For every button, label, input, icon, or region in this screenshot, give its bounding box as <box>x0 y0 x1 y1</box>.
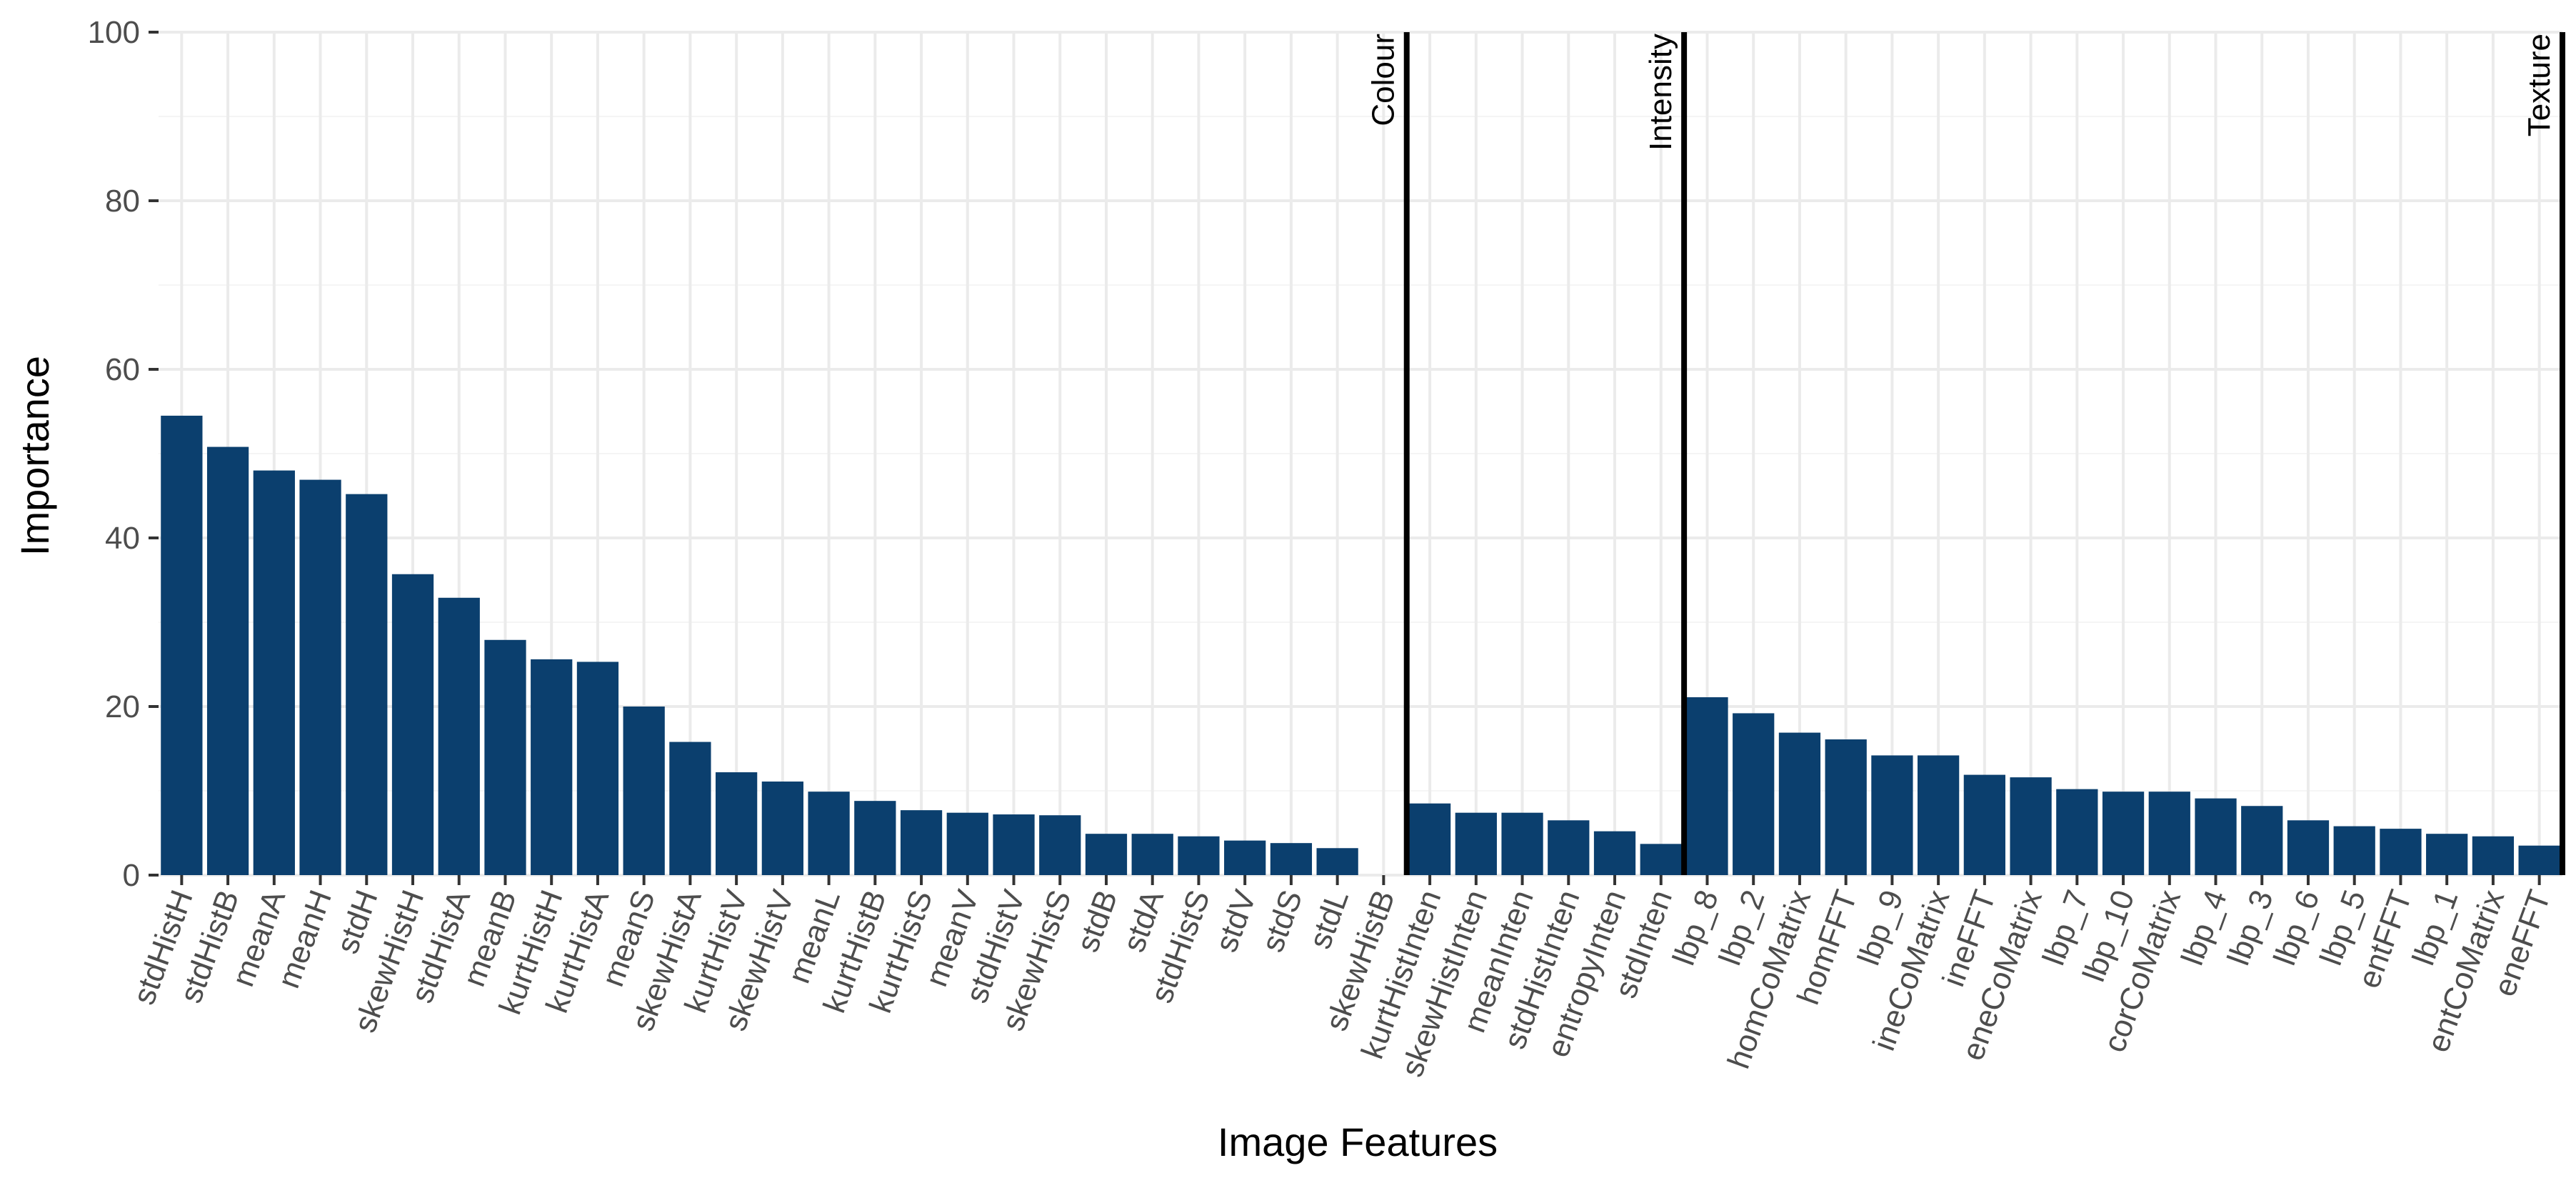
bar-eneCoMatrix <box>2010 777 2052 875</box>
bar-stdHistB <box>206 446 249 875</box>
y-tick-label: 20 <box>105 689 140 724</box>
y-tick-label: 0 <box>123 858 140 893</box>
bar-stdHistInten <box>1548 820 1590 875</box>
bar-kurtHistH <box>531 659 573 875</box>
y-tick-label: 40 <box>105 521 140 556</box>
bar-stdHistS <box>1178 836 1220 875</box>
bar-lbp_8 <box>1686 697 1728 875</box>
bar-entCoMatrix <box>2472 836 2515 875</box>
bar-corCoMatrix <box>2148 792 2190 875</box>
bar-lbp_7 <box>2056 789 2098 875</box>
y-axis: 0 20 40 60 80 100 <box>88 15 159 893</box>
bar-meanH <box>299 479 341 875</box>
bar-kurtHistA <box>576 662 619 875</box>
bar-lbp_9 <box>1871 755 1913 875</box>
bar-stdHistH <box>161 415 203 875</box>
bar-kurtHistS <box>900 810 943 875</box>
bar-lbp_1 <box>2426 834 2468 875</box>
x-tick-label: stdB <box>1070 886 1124 957</box>
bar-skewHistA <box>669 742 711 875</box>
bar-lbp_4 <box>2195 798 2237 875</box>
x-tick-label: stdV <box>1208 885 1263 957</box>
bar-entFFT <box>2380 829 2422 875</box>
bar-stdHistV <box>993 814 1035 875</box>
bar-stdH <box>346 494 388 875</box>
bar-skewHistS <box>1039 815 1081 875</box>
bar-kurtHistV <box>716 772 758 875</box>
bar-meanInten <box>1501 812 1543 875</box>
bar-entropyInten <box>1593 831 1636 875</box>
bar-skewHistH <box>391 574 434 875</box>
y-tick-label: 100 <box>88 15 140 50</box>
bar-stdS <box>1270 843 1313 875</box>
bar-skewHistInten <box>1455 812 1497 875</box>
bar-kurtHistB <box>854 801 896 875</box>
bar-lbp_5 <box>2333 826 2375 875</box>
bar-skewHistV <box>761 782 803 875</box>
bar-homCoMatrix <box>1778 732 1821 875</box>
bar-lbp_2 <box>1733 713 1775 875</box>
x-axis: stdHistHstdHistBmeanAmeanHstdHskewHistHs… <box>126 875 2557 1082</box>
group-label-intensity: Intensity <box>1643 34 1678 151</box>
y-tick-label: 60 <box>105 352 140 387</box>
bar-kurtHistInten <box>1408 803 1451 875</box>
bar-stdL <box>1316 848 1358 875</box>
bar-lbp_10 <box>2102 792 2145 875</box>
y-axis-title: Importance <box>12 356 57 556</box>
bar-stdB <box>1085 834 1128 875</box>
bar-stdInten <box>1640 844 1682 875</box>
bar-meanL <box>808 792 850 875</box>
bar-meanB <box>484 639 526 875</box>
bar-meanV <box>946 812 988 875</box>
bar-meanS <box>623 707 665 875</box>
group-label-texture: Texture <box>2522 34 2557 136</box>
bar-stdHistA <box>438 597 480 875</box>
bar-lbp_6 <box>2287 820 2330 875</box>
bars <box>161 415 2560 875</box>
bar-eneFFT <box>2518 845 2560 875</box>
bar-lbp_3 <box>2241 806 2283 875</box>
y-tick-label: 80 <box>105 184 140 219</box>
bar-stdA <box>1131 834 1173 875</box>
bar-meanA <box>253 470 295 875</box>
bar-ineFFT <box>1963 774 2005 875</box>
bar-stdV <box>1224 840 1266 875</box>
bar-ineCoMatrix <box>1918 755 1960 875</box>
group-dividers: Colour Intensity Texture <box>1366 32 2565 875</box>
group-label-colour: Colour <box>1366 34 1401 126</box>
bar-homFFT <box>1825 739 1867 875</box>
x-axis-title: Image Features <box>1218 1119 1498 1164</box>
x-tick-label: stdS <box>1255 886 1309 957</box>
